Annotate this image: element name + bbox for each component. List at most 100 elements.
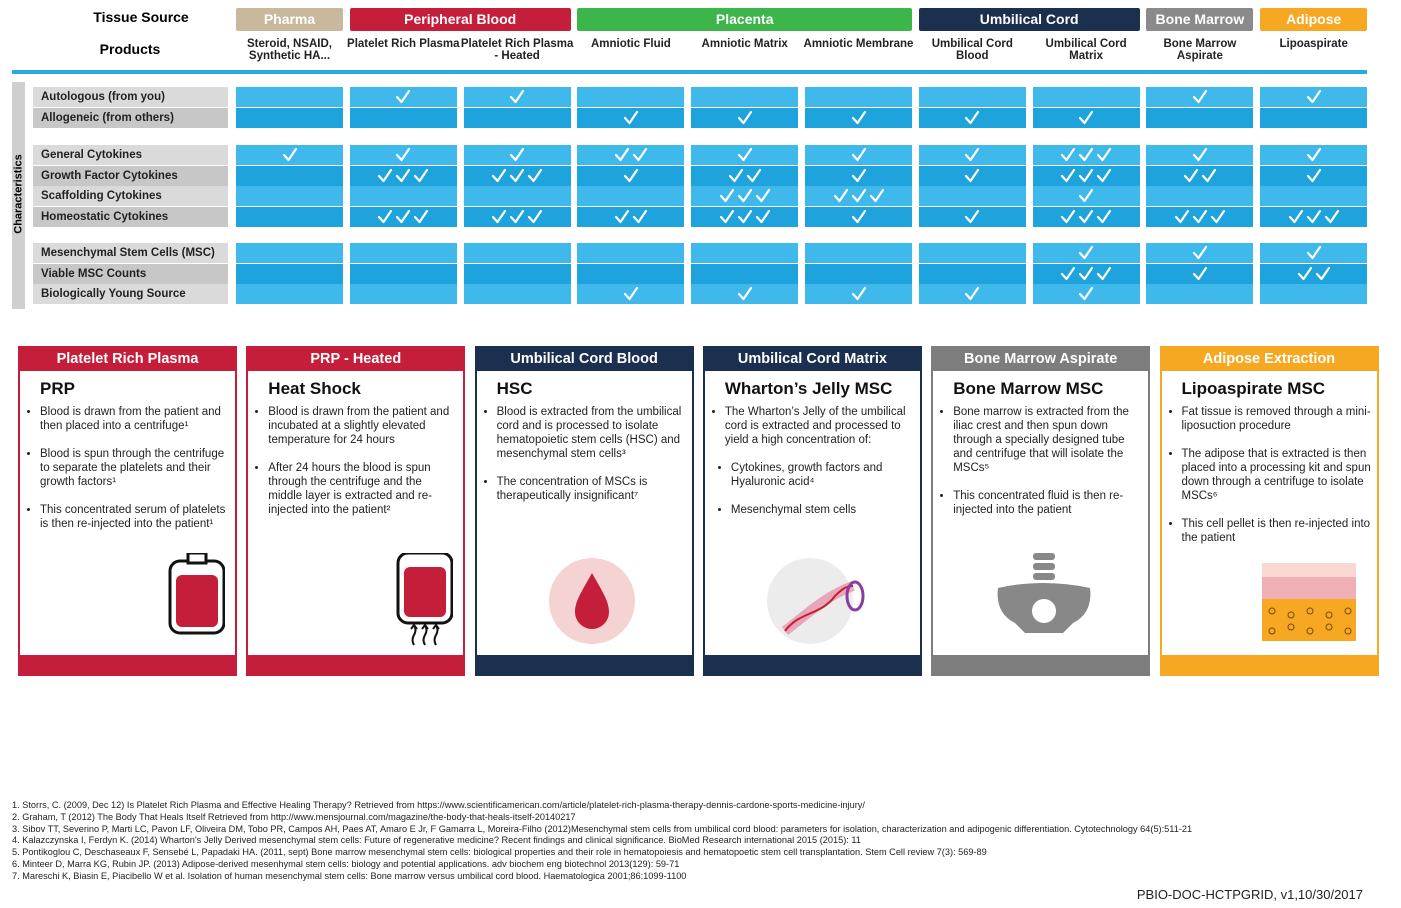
grid-cell: [691, 165, 799, 186]
card-icon: [1261, 563, 1356, 641]
check-group: [851, 168, 866, 182]
check: [1201, 168, 1216, 182]
divider: [12, 70, 1367, 74]
check: [632, 147, 647, 162]
check-group: [851, 209, 866, 224]
tissue-source-header: Bone Marrow: [1146, 8, 1254, 31]
grid-cell: [577, 165, 685, 186]
check-group: [851, 110, 866, 124]
card: Platelet Rich Plasma PRP Blood is drawn fr…: [18, 346, 237, 676]
card-footer-band: [704, 655, 920, 674]
grid-cell: [691, 284, 799, 305]
grid-cell: [1146, 186, 1254, 207]
check-group: [1174, 209, 1225, 224]
check: [1288, 209, 1303, 224]
grid-cell: [577, 107, 685, 128]
check-group: [1297, 266, 1330, 280]
check: [737, 147, 752, 162]
grid-cell: [1146, 243, 1254, 263]
check-group: [623, 110, 638, 124]
grid-cell: [236, 165, 343, 186]
check: [1306, 245, 1321, 260]
check: [282, 147, 297, 162]
grid-cell: [1146, 107, 1254, 128]
grid-cell: [1260, 186, 1368, 207]
grid-cell: [691, 263, 799, 284]
check: [965, 287, 980, 301]
check: [851, 209, 866, 224]
bullet: Bone marrow is extracted from the iliac …: [953, 405, 1143, 475]
grid-cell: [577, 87, 685, 107]
check-group: [833, 189, 884, 203]
heat-arrow: [421, 623, 430, 646]
bullet: This concentrated fluid is then re-injec…: [953, 489, 1143, 517]
check-group: [491, 168, 543, 182]
grid-cell: [1032, 107, 1140, 128]
check: [1078, 245, 1094, 260]
check-group: [396, 89, 411, 104]
reference: 3. Sibov TT, Severino P, Marti LC, Pavon…: [12, 823, 1193, 834]
characteristics-label: Characteristics: [12, 154, 25, 234]
fat-cell: [1344, 627, 1351, 635]
check: [851, 287, 866, 301]
grid-cell: [805, 284, 912, 305]
card-title: Lipoaspirate MSC: [1181, 379, 1326, 398]
grid-cell: [805, 243, 912, 263]
check: [632, 209, 647, 224]
vertebra: [1033, 573, 1056, 580]
grid-cell: [1032, 263, 1140, 284]
grid-cell: [349, 243, 457, 263]
grid-cell: [349, 165, 457, 186]
check-group: [851, 287, 866, 301]
bullet: The concentration of MSCs is therapeutic…: [497, 475, 687, 503]
heat-arrow: [432, 623, 441, 646]
product-name: Amniotic Fluid: [590, 38, 671, 50]
check: [396, 147, 411, 162]
tissue-source-label: Tissue Source: [93, 9, 189, 25]
fat-cell: [1268, 607, 1275, 615]
grid-cell: [236, 263, 343, 284]
grid-cell: [805, 87, 912, 107]
check-group: [1306, 245, 1321, 260]
check: [1060, 266, 1076, 280]
card-body: Bone marrow is extracted from the iliac …: [933, 405, 1143, 531]
grid-cell: [577, 284, 685, 305]
check: [1324, 209, 1339, 224]
check-group: [623, 287, 638, 301]
grid-cell: [1260, 165, 1368, 186]
check: [396, 209, 411, 224]
card-title: HSC: [496, 379, 533, 398]
card-footer-band: [20, 655, 235, 674]
bullet: Blood is drawn from the patient and incu…: [268, 405, 458, 447]
check: [1297, 266, 1312, 280]
tissue-source-header: Peripheral Blood: [349, 8, 571, 31]
grid-cell: [918, 107, 1026, 128]
card-header: Umbilical Cord Matrix: [704, 348, 920, 371]
card-body: The Wharton’s Jelly of the umbilical cor…: [705, 405, 915, 531]
grid-cell: [918, 284, 1026, 305]
bullet: Fat tissue is removed through a mini-lip…: [1182, 405, 1372, 433]
grid-cell: [463, 284, 571, 305]
check-group: [728, 168, 761, 182]
check: [1078, 189, 1094, 203]
characteristic-label: Allogeneic (from others): [33, 107, 228, 128]
reference: 1. Storrs, C. (2009, Dec 12) Is Platelet…: [12, 800, 865, 810]
grid-cell: [236, 87, 343, 107]
grid-cell: [1260, 107, 1368, 128]
check-group: [378, 168, 429, 182]
check: [1192, 209, 1207, 224]
card: PRP - Heated Heat Shock Blood is drawn fro…: [246, 346, 466, 676]
grid-cell: [577, 207, 685, 228]
check: [737, 189, 752, 203]
icon-bg: [766, 558, 853, 644]
check: [509, 168, 525, 182]
check: [1078, 168, 1094, 182]
grid-cell: [349, 107, 457, 128]
bullet-list: Bone marrow is extracted from the iliac …: [933, 405, 1143, 517]
check: [614, 147, 629, 162]
grid-cell: [349, 284, 457, 305]
fat: [1261, 599, 1356, 641]
skin: [1261, 563, 1356, 577]
grid-cell: [918, 207, 1026, 228]
check-group: [491, 209, 543, 224]
